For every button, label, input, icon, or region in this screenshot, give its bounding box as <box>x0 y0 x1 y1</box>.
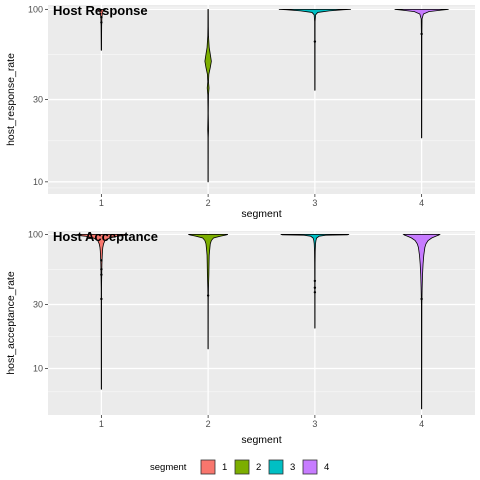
legend: segment 1 2 3 4 <box>150 460 329 474</box>
x-tick-label: 2 <box>206 419 211 429</box>
x-tick-label: 2 <box>206 198 211 208</box>
x-tick-label: 3 <box>312 419 317 429</box>
legend-item-1: 1 <box>201 460 227 474</box>
legend-label: 2 <box>256 462 261 473</box>
y-axis-title: host_response_rate <box>5 53 17 146</box>
panel-title: Host Response <box>53 3 148 18</box>
x-tick-label: 4 <box>419 198 424 208</box>
outlier-point <box>100 268 102 270</box>
x-axis-title: segment <box>241 208 281 220</box>
y-axis-title: host_acceptance_rate <box>5 271 17 374</box>
legend-key <box>269 460 283 474</box>
outlier-point <box>100 274 102 276</box>
y-tick-label: 30 <box>33 300 43 310</box>
outlier-point <box>420 298 422 300</box>
y-tick-label: 100 <box>28 229 43 239</box>
y-tick-label: 30 <box>33 95 43 105</box>
outlier-point <box>314 287 316 289</box>
y-tick-label: 10 <box>33 363 43 373</box>
legend-label: 1 <box>222 462 227 473</box>
x-tick-label: 4 <box>419 419 424 429</box>
x-axis-title: segment <box>241 434 281 446</box>
x-tick-label: 1 <box>99 419 104 429</box>
legend-item-2: 2 <box>235 460 261 474</box>
outlier-point <box>207 294 209 296</box>
outlier-point <box>100 298 102 300</box>
outlier-point <box>100 259 102 261</box>
legend-key <box>201 460 215 474</box>
panel-background <box>48 231 475 415</box>
y-tick-label: 10 <box>33 177 43 187</box>
outlier-point <box>100 21 102 23</box>
outlier-point <box>314 291 316 293</box>
panel-title: Host Acceptance <box>53 229 158 244</box>
chart-panels: 10 30 100 1 2 3 4 Host Response segment host_resp… <box>5 3 475 446</box>
legend-key <box>235 460 249 474</box>
x-tick-label: 1 <box>99 198 104 208</box>
legend-item-3: 3 <box>269 460 295 474</box>
legend-label: 3 <box>290 462 295 473</box>
outlier-point <box>314 40 316 42</box>
x-tick-label: 3 <box>312 198 317 208</box>
legend-key <box>303 460 317 474</box>
y-tick-label: 100 <box>28 4 43 14</box>
outlier-point <box>314 280 316 282</box>
panel-1: 10 30 100 1 2 3 4 Host Response segment host_resp… <box>5 3 475 220</box>
panel-2: 10 30 100 1 2 3 4 Host Acceptance segment host_ac… <box>5 229 475 446</box>
outlier-point <box>420 33 422 35</box>
legend-label: 4 <box>324 462 329 473</box>
legend-item-4: 4 <box>303 460 329 474</box>
legend-title: segment <box>150 462 187 473</box>
